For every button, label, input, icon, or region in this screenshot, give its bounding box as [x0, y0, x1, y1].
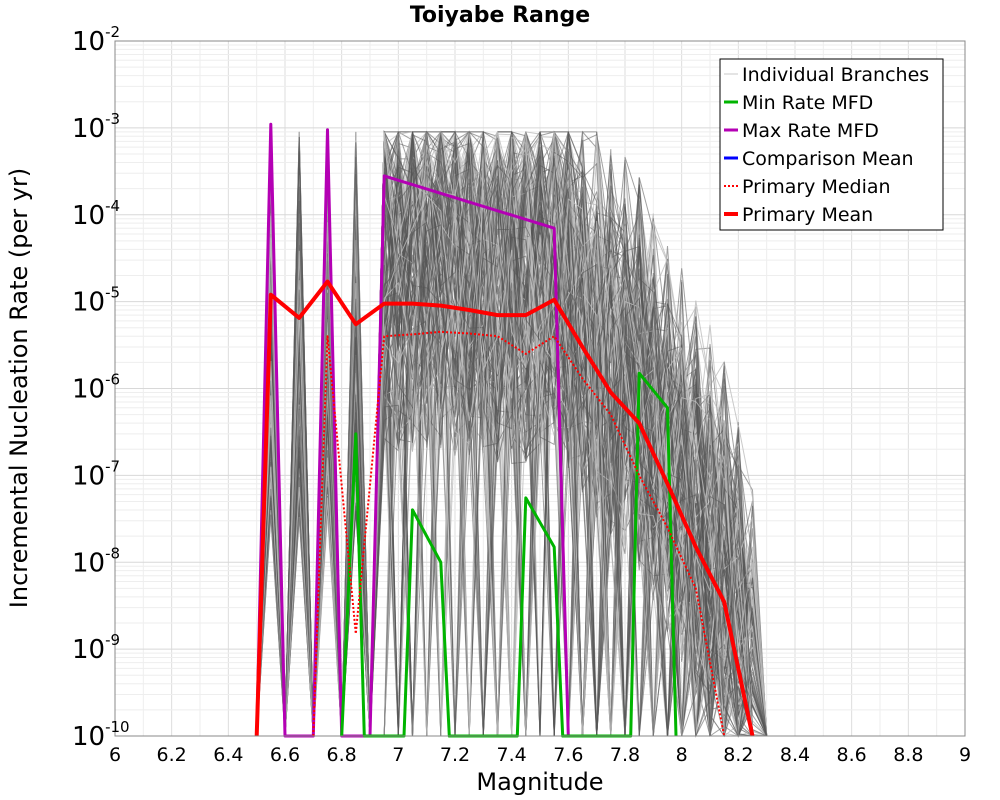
branch-line — [242, 142, 768, 737]
x-tick-label: 7.8 — [610, 744, 640, 766]
x-tick-label: 6.4 — [213, 744, 243, 766]
legend-label: Individual Branches — [742, 64, 929, 86]
branch-line — [242, 177, 768, 737]
branch-line — [242, 130, 768, 737]
chart-title: Toiyabe Range — [410, 3, 590, 28]
x-tick-label: 8.2 — [723, 744, 753, 766]
legend-box — [719, 58, 944, 231]
x-tick-label: 8 — [676, 744, 688, 766]
x-tick-label: 7.2 — [440, 744, 470, 766]
x-tick-label: 7.6 — [553, 744, 583, 766]
series-line-primary-mean — [254, 279, 755, 737]
x-tick-label: 6.6 — [270, 744, 300, 766]
x-tick-label: 8.6 — [837, 744, 867, 766]
x-axis-label: Magnitude — [476, 768, 603, 796]
series-line-max-rate-mfd — [255, 122, 570, 738]
branch-line — [242, 131, 767, 737]
branch-line — [242, 132, 768, 737]
legend-label: Comparison Mean — [742, 148, 914, 170]
branch-line — [242, 154, 767, 737]
plot-frame — [114, 40, 966, 737]
y-tick-label: 10-4 — [72, 197, 120, 231]
legend-label: Primary Median — [742, 176, 891, 198]
y-tick-label: 10-5 — [72, 284, 120, 318]
x-tick-label: 6.2 — [157, 744, 187, 766]
x-tick-label: 8.8 — [893, 744, 923, 766]
x-tick-labels: 6 6.2 6.4 6.6 6.8 7 7.2 7.4 7.6 7.8 8 8.2 8.4 8.6 8.8 9 — [109, 744, 971, 766]
series-line-primary-median — [312, 330, 726, 737]
branch-line — [242, 131, 768, 737]
legend-label: Max Rate MFD — [742, 120, 879, 142]
y-axis-label: Incremental Nucleation Rate (per yr) — [5, 168, 33, 608]
legend: Individual Branches Min Rate MFD Max Rate … — [719, 58, 944, 231]
legend-label: Min Rate MFD — [742, 92, 873, 114]
x-tick-label: 7 — [392, 744, 404, 766]
x-tick-label: 6 — [109, 744, 121, 766]
y-tick-label: 10-2 — [72, 23, 120, 57]
y-tick-label: 10-6 — [72, 371, 120, 405]
x-tick-label: 6.8 — [327, 744, 357, 766]
y-tick-label: 10-3 — [72, 110, 120, 144]
legend-label: Primary Mean — [742, 204, 873, 226]
branch-line — [242, 137, 767, 737]
branch-line — [242, 194, 767, 737]
y-tick-label: 10-9 — [72, 631, 120, 665]
y-tick-label: 10-8 — [72, 544, 120, 578]
x-tick-label: 8.4 — [780, 744, 810, 766]
x-tick-label: 9 — [959, 744, 971, 766]
x-tick-label: 7.4 — [497, 744, 527, 766]
y-tick-label: 10-7 — [72, 457, 120, 491]
